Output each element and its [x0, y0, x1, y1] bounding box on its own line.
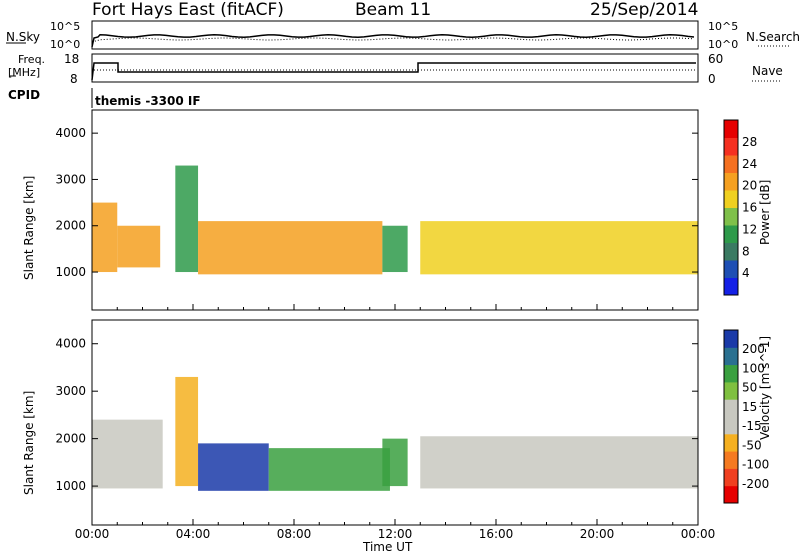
cpid-value: themis -3300 IF: [95, 94, 201, 108]
power-colorbar-seg-8: [724, 137, 738, 156]
power-ytick-label-3: 4000: [55, 126, 86, 140]
freq-label: Freq.: [18, 53, 46, 66]
nsky-tick-bottom: 10^0: [50, 38, 81, 51]
power-colorbar-seg-6: [724, 172, 738, 191]
freq-unit: [MHz]: [8, 66, 41, 79]
velocity-colorbar-tick-5: -50: [742, 438, 762, 452]
velocity-colorbar-tick-7: -200: [742, 477, 769, 491]
power-colorbar-seg-3: [724, 225, 738, 243]
xaxis-tick-4: 16:00: [479, 527, 514, 541]
velocity-band-0: [92, 419, 163, 489]
velocity-colorbar-tick-6: -100: [742, 458, 769, 472]
station-title: Fort Hays East (fitACF): [92, 0, 284, 20]
power-colorbar-frame: [723, 119, 739, 296]
xaxis-tick-5: 20:00: [580, 527, 615, 541]
nave-label: Nave: [752, 64, 783, 78]
power-colorbar-tick-3: 16: [742, 201, 757, 215]
xaxis-tick-1: 04:00: [176, 527, 211, 541]
nsearch-line: [91, 37, 695, 43]
nsearch-tick-bottom: 10^0: [708, 38, 739, 51]
power-colorbar-tick-5: 8: [742, 244, 750, 258]
nave-tick-bottom: 0: [708, 72, 716, 86]
velocity-colorbar-seg-0: [724, 485, 738, 504]
power-colorbar-tick-2: 20: [742, 179, 757, 193]
power-ytick-label-0: 1000: [55, 265, 86, 279]
power-band-4: [382, 225, 408, 273]
beam-title: Beam 11: [355, 0, 432, 20]
velocity-colorbar-seg-7: [724, 364, 738, 383]
velocity-colorbar-tick-0: 200: [742, 342, 765, 356]
power-band-3: [198, 221, 383, 275]
nave-tick-top: 60: [708, 52, 724, 66]
velocity-band-1: [175, 376, 199, 487]
xaxis-tick-0: 00:00: [75, 527, 110, 541]
velocity-ytick-label-2: 3000: [55, 384, 86, 398]
power-colorbar-seg-1: [724, 260, 738, 278]
velocity-colorbar-seg-3: [724, 433, 738, 452]
power-band-2: [175, 165, 199, 273]
xaxis-tick-6: 00:00: [681, 527, 716, 541]
nsearch-tick-top: 10^5: [708, 20, 739, 33]
xaxis-label: Time UT: [363, 540, 413, 554]
velocity-colorbar-tick-3: 15: [742, 400, 757, 414]
xaxis-tick-2: 08:00: [277, 527, 312, 541]
velocity-colorbar-seg-9: [724, 330, 738, 348]
power-colorbar-tick-6: 4: [742, 266, 750, 280]
velocity-ytick-label-3: 4000: [55, 337, 86, 351]
power-colorbar-seg-9: [724, 120, 738, 138]
nsearch-label: N.Search: [746, 30, 800, 44]
power-colorbar-seg-0: [724, 277, 738, 296]
power-band-5: [420, 221, 698, 275]
nsky-line: [91, 34, 695, 48]
velocity-colorbar-tick-2: 50: [742, 381, 757, 395]
velocity-band-3: [268, 448, 390, 491]
velocity-band-2: [198, 443, 269, 491]
power-ytick-label-2: 3000: [55, 172, 86, 186]
power-colorbar-tick-0: 28: [742, 135, 757, 149]
velocity-colorbar-seg-8: [724, 347, 738, 366]
power-colorbar-seg-5: [724, 190, 738, 208]
velocity-colorbar-seg-4: [724, 416, 738, 435]
nsky-tick-top: 10^5: [50, 20, 81, 33]
velocity-ytick-label-1: 2000: [55, 432, 86, 446]
power-ytick-label-1: 2000: [55, 219, 86, 233]
velocity-colorbar-frame: [723, 329, 739, 504]
power-band-0: [92, 202, 118, 273]
velocity-ytick-label-0: 1000: [55, 479, 86, 493]
date-title: 25/Sep/2014: [590, 0, 699, 20]
cpid-label: CPID: [8, 88, 41, 102]
velocity-colorbar-tick-1: 100: [742, 361, 765, 375]
velocity-colorbar-seg-6: [724, 381, 738, 400]
nsky-label: N.Sky: [6, 30, 41, 44]
power-colorbar-tick-4: 12: [742, 222, 757, 236]
nsky-panel: [91, 20, 699, 50]
velocity-colorbar-tick-4: -15: [742, 419, 762, 433]
freq-line: [91, 62, 696, 81]
velocity-colorbar-seg-2: [724, 451, 738, 469]
xaxis-tick-3: 12:00: [378, 527, 413, 541]
freq-tick-top: 18: [64, 52, 80, 66]
power-colorbar-tick-1: 24: [742, 157, 757, 171]
freq-tick-bottom: 8: [70, 72, 78, 86]
power-band-1: [117, 225, 161, 268]
freq-panel: [91, 53, 699, 83]
velocity-band-4: [382, 438, 408, 487]
velocity-colorbar-seg-5: [724, 399, 738, 417]
power-colorbar-seg-7: [724, 155, 738, 173]
velocity-colorbar-seg-1: [724, 468, 738, 487]
velocity-band-5: [420, 436, 698, 489]
power-colorbar-seg-2: [724, 242, 738, 261]
power-colorbar-seg-4: [724, 207, 738, 226]
